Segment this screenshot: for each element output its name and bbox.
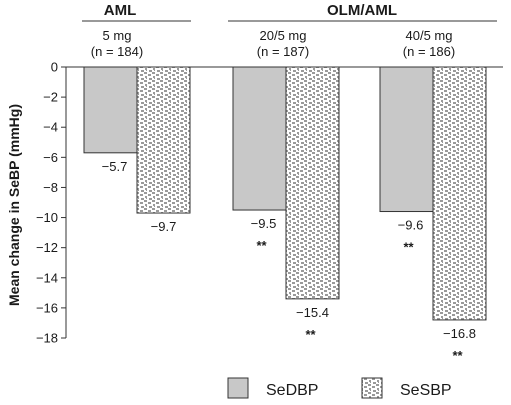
significance-marker: ** xyxy=(305,327,316,342)
y-tick-label: −16 xyxy=(36,300,58,315)
value-label: −9.5 xyxy=(251,216,277,231)
value-label: −5.7 xyxy=(102,159,128,174)
category-dose-label: 40/5 mg xyxy=(406,28,453,43)
category-n-label: (n = 184) xyxy=(91,44,143,59)
y-tick-label: −14 xyxy=(36,270,58,285)
bar-sesbp xyxy=(136,66,191,214)
significance-marker: ** xyxy=(452,348,463,363)
value-labels-group: −5.7 −9.5 ** −9.6 ** −9.7 −15.4 ** −16.8 ** xyxy=(102,159,476,363)
bar-sedbp xyxy=(83,66,138,154)
category-dose-label: 5 mg xyxy=(103,28,132,43)
significance-marker: ** xyxy=(403,240,414,255)
category-n-label: (n = 186) xyxy=(403,44,455,59)
value-label: −16.8 xyxy=(443,326,476,341)
y-tick-label: 0 xyxy=(51,60,58,75)
y-tick-label: −12 xyxy=(36,240,58,255)
y-tick-label: −4 xyxy=(43,120,58,135)
value-label: −9.7 xyxy=(151,219,177,234)
legend-label-sesbp: SeSBP xyxy=(400,382,452,399)
y-tick-label: −2 xyxy=(43,90,58,105)
group-title-aml: AML xyxy=(104,2,137,19)
y-tick-label: −18 xyxy=(36,331,58,346)
y-axis: 0 −2 −4 −6 −8 −10 −12 −14 −16 −18 xyxy=(36,60,503,346)
bars-group xyxy=(83,66,487,321)
y-tick-label: −10 xyxy=(36,210,58,225)
legend-label-sedbp: SeDBP xyxy=(266,382,318,399)
bar-sesbp xyxy=(285,66,340,300)
category-dose-label: 20/5 mg xyxy=(260,28,307,43)
category-n-label: (n = 187) xyxy=(257,44,309,59)
bar-sedbp xyxy=(379,66,434,213)
bar-sedbp xyxy=(232,66,287,211)
legend-swatch-sedbp xyxy=(227,377,249,399)
value-label: −9.6 xyxy=(398,218,424,233)
bar-sesbp xyxy=(432,66,487,321)
y-axis-label: Mean change in SeBP (mmHg) xyxy=(6,104,22,306)
value-label: −15.4 xyxy=(296,305,329,320)
significance-marker: ** xyxy=(256,238,267,253)
group-title-olm-aml: OLM/AML xyxy=(327,2,397,19)
y-tick-label: −8 xyxy=(43,180,58,195)
y-tick-label: −6 xyxy=(43,150,58,165)
legend-swatch-sesbp xyxy=(361,377,383,399)
